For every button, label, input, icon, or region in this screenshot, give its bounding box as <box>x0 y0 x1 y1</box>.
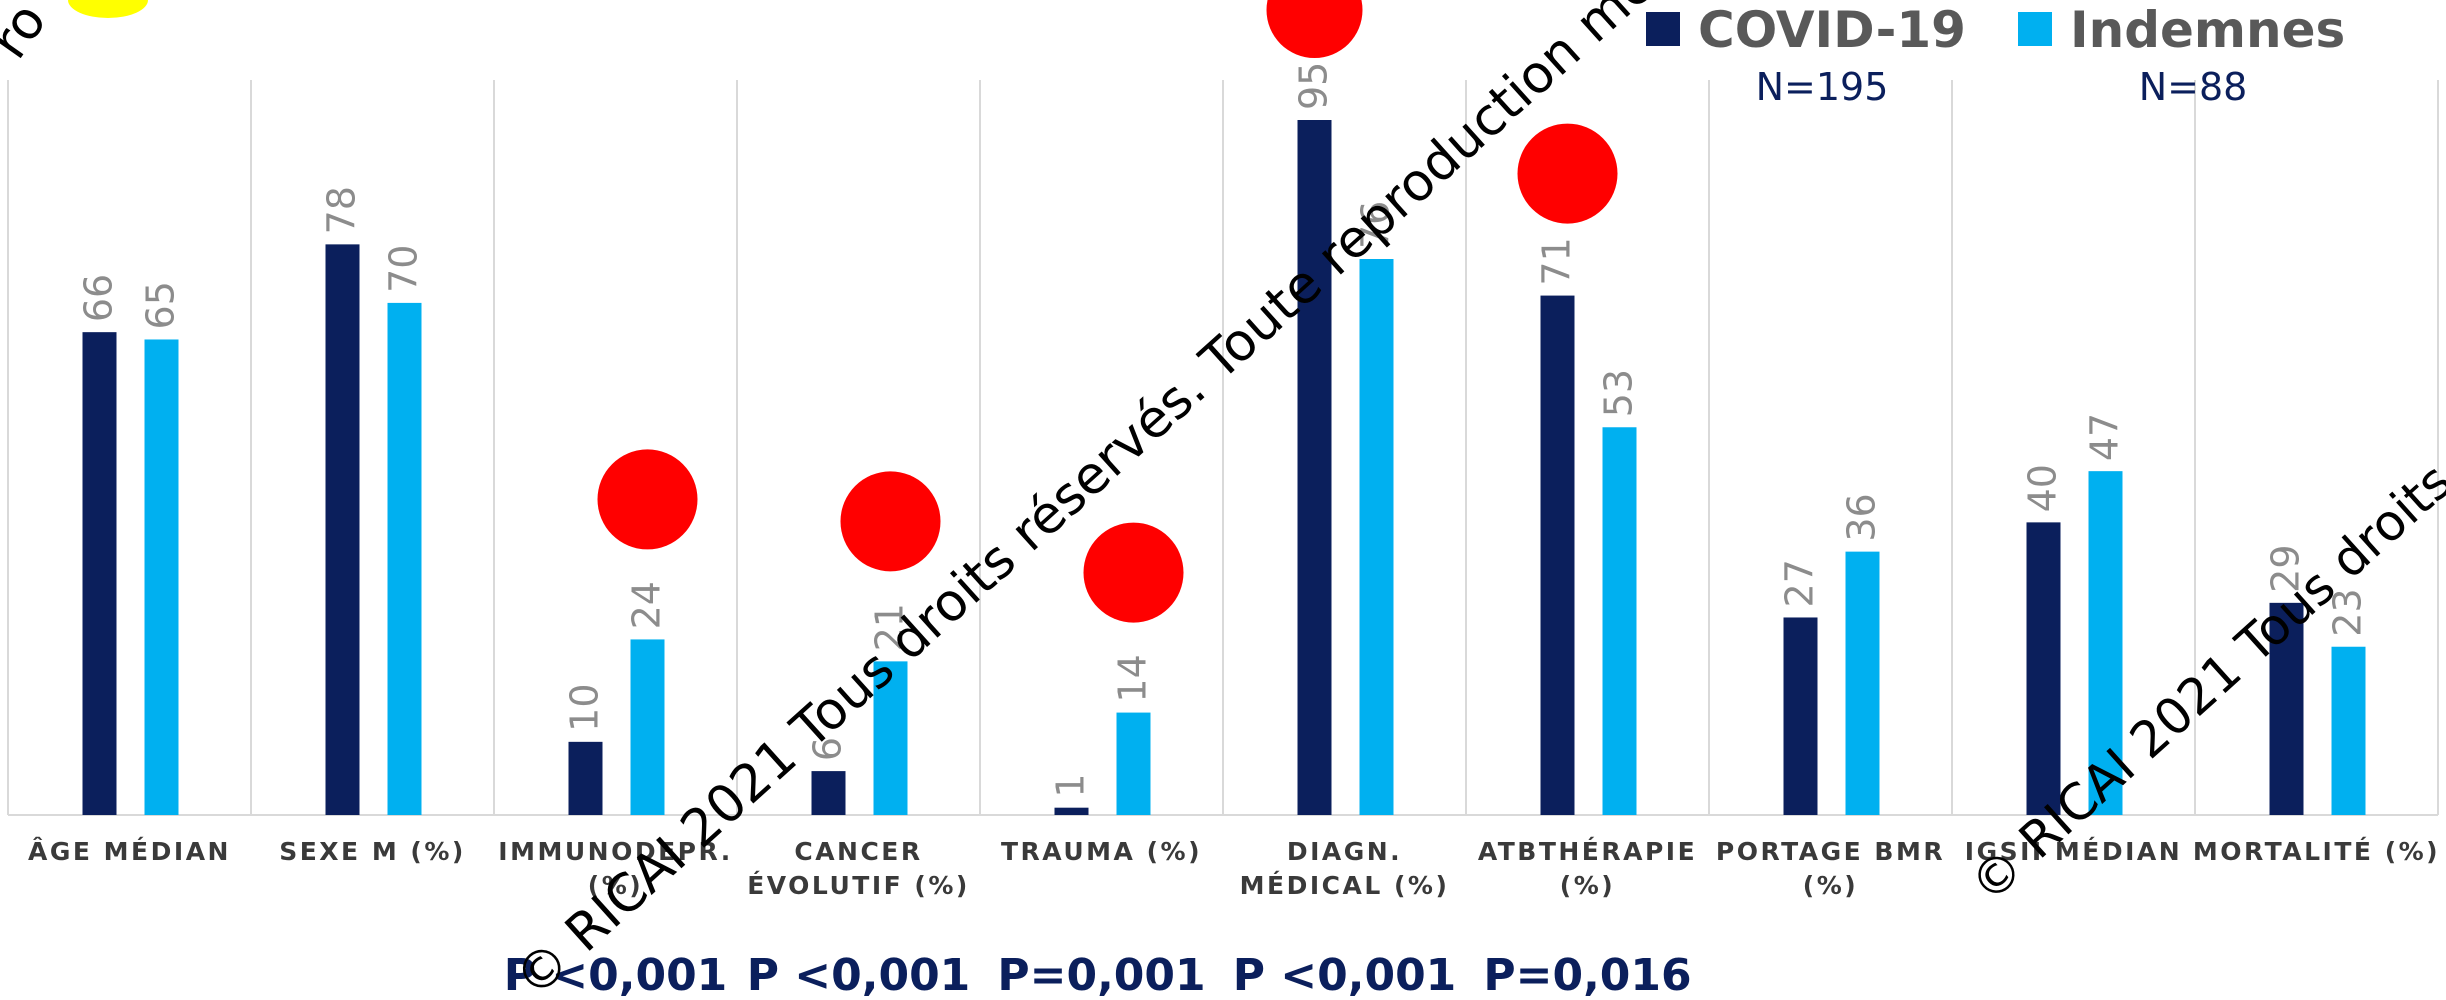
bar-indemnes <box>387 302 422 815</box>
value-label: 23 <box>2326 588 2370 636</box>
category-label: ATBTHÉRAPIE <box>1478 837 1697 866</box>
category-label: (%) <box>588 871 643 900</box>
legend-indemnes-swatch <box>2018 12 2052 46</box>
bar-indemnes <box>144 339 179 815</box>
bar-covid <box>2026 522 2061 815</box>
category-label: (%) <box>1560 871 1615 900</box>
bar-covid <box>811 771 846 815</box>
bar-covid <box>82 332 117 815</box>
bar-indemnes <box>1602 427 1637 815</box>
p-value-label: P <0,001 <box>1233 950 1457 1000</box>
value-label: 29 <box>2264 544 2308 592</box>
value-label: 71 <box>1535 237 1579 285</box>
value-label: 24 <box>625 581 669 629</box>
value-label: 76 <box>1354 201 1398 249</box>
value-label: 36 <box>1840 493 1884 541</box>
significance-marker <box>1266 0 1363 58</box>
legend-covid-label: COVID-19 <box>1698 1 1966 59</box>
p-value-label: P=0,001 <box>997 950 1205 1000</box>
category-label: IGSII MÉDIAN <box>1965 837 2182 866</box>
category-label: MÉDICAL (%) <box>1240 871 1450 900</box>
category-label: SEXE M (%) <box>279 837 466 866</box>
bar-covid <box>1783 617 1818 815</box>
significance-marker <box>1083 522 1184 623</box>
bar-covid <box>2269 602 2304 815</box>
value-label: 65 <box>139 281 183 329</box>
category-label: MORTALITÉ (%) <box>2193 837 2440 866</box>
bar-indemnes <box>1116 712 1151 815</box>
significance-marker <box>840 471 941 572</box>
bar-indemnes <box>873 661 908 815</box>
value-label: 1 <box>1049 773 1093 797</box>
value-label: 40 <box>2021 464 2065 512</box>
value-label: 27 <box>1778 559 1822 607</box>
p-value-label: P=0,016 <box>1483 950 1691 1000</box>
legend: COVID-19 N=195 Indemnes N=88 <box>1646 1 2345 109</box>
category-label: CANCER <box>794 837 922 866</box>
category-label: ÉVOLUTIF (%) <box>747 871 970 900</box>
bar-covid <box>1540 295 1575 815</box>
p-value-label: P <0,001 <box>504 950 728 1000</box>
value-label: 10 <box>563 683 607 731</box>
significance-marker <box>597 449 698 550</box>
value-label: 21 <box>868 603 912 651</box>
p-values: P <0,001 P <0,001 P=0,001 P <0,001 P=0,016 <box>504 950 1692 1000</box>
significance-marker <box>1517 123 1618 224</box>
category-label: TRAUMA (%) <box>1001 837 1202 866</box>
bar-covid <box>568 741 603 815</box>
value-label: 70 <box>382 245 426 293</box>
value-label: 47 <box>2083 413 2127 461</box>
category-label: PORTAGE BMR <box>1716 837 1945 866</box>
bar-covid <box>325 244 360 816</box>
category-label: DIAGN. <box>1287 837 1402 866</box>
bar-indemnes <box>1845 551 1880 815</box>
bar-indemnes <box>2088 471 2123 815</box>
bar-covid <box>1297 120 1332 815</box>
significance-markers <box>597 0 1618 623</box>
value-label: 78 <box>320 186 364 234</box>
category-label: ÂGE MÉDIAN <box>28 837 231 866</box>
category-label: (%) <box>1803 871 1858 900</box>
category-label: IMMUNODEPR. <box>498 837 732 866</box>
legend-indemnes-n: N=88 <box>2139 65 2248 109</box>
bar-covid <box>1054 807 1089 815</box>
category-labels: ÂGE MÉDIAN SEXE M (%) IMMUNODEPR. (%) CANCER… <box>28 837 2440 900</box>
legend-covid-swatch <box>1646 12 1680 46</box>
bar-indemnes <box>2331 646 2366 815</box>
grid-lines <box>7 80 2439 816</box>
value-label: 95 <box>1292 62 1336 110</box>
bars <box>82 120 2366 816</box>
value-label: 66 <box>77 274 121 322</box>
value-label: 14 <box>1111 654 1155 702</box>
value-label: 6 <box>806 737 850 761</box>
value-label: 53 <box>1597 369 1641 417</box>
yellow-highlight-shape <box>68 0 148 18</box>
p-value-label: P <0,001 <box>747 950 971 1000</box>
watermark-text-corner: ro <box>0 0 59 69</box>
bar-indemnes <box>630 639 665 815</box>
legend-covid-n: N=195 <box>1756 65 1889 109</box>
bar-indemnes <box>1359 259 1394 815</box>
legend-indemnes-label: Indemnes <box>2070 1 2345 59</box>
